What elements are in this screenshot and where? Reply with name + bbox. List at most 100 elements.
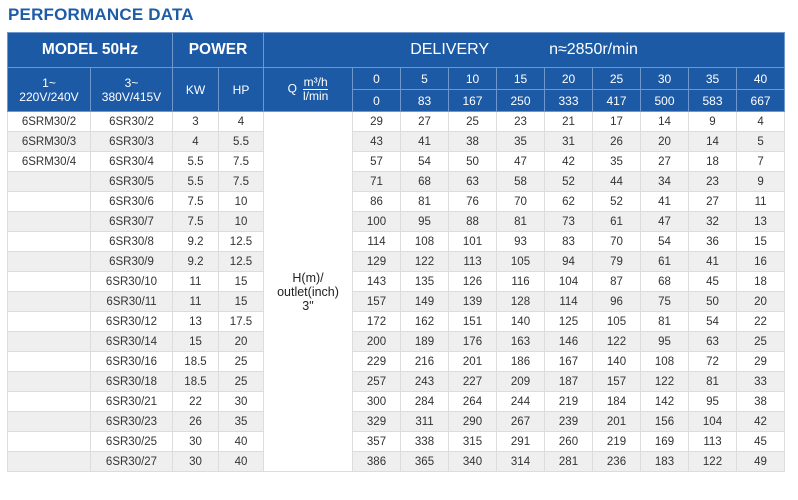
voltage-label: 380V/415V (101, 89, 162, 104)
single-phase-model: 6SRM30/4 (7, 151, 91, 172)
flow-m3h-header: 15 (496, 67, 545, 90)
flow-m3h-header: 20 (544, 67, 593, 90)
head-value: 41 (640, 191, 689, 212)
single-phase-model (7, 451, 91, 472)
single-phase-model (7, 171, 91, 192)
head-value: 113 (688, 431, 737, 452)
table-row: 6SRM30/3 6SR30/3 4 5.5 43 41 38 35 31 26 20 14 5 (7, 131, 786, 152)
head-value: 357 (352, 431, 401, 452)
head-value: 27 (400, 111, 449, 132)
head-value: 149 (400, 291, 449, 312)
head-value: 156 (640, 411, 689, 432)
head-value: 33 (735, 371, 786, 392)
head-value: 104 (544, 271, 593, 292)
flow-m3h-header: 35 (688, 67, 737, 90)
head-value: 9 (735, 171, 786, 192)
table-row: 6SR30/7 7.5 10 100 95 88 81 73 61 47 32 13 (7, 211, 786, 232)
head-outlet-line: H(m)/ (292, 270, 324, 285)
three-phase-model: 6SR30/16 (90, 351, 173, 372)
three-phase-model: 6SR30/6 (90, 191, 173, 212)
table-row: 6SR30/25 30 40 357 338 315 291 260 219 169 113 45 (7, 431, 786, 452)
head-value: 7 (735, 151, 786, 172)
head-value: 88 (448, 211, 497, 232)
head-value: 76 (448, 191, 497, 212)
power-kw: 30 (172, 431, 219, 452)
head-value: 227 (448, 371, 497, 392)
single-phase-header: 1~ 220V/240V (7, 67, 91, 112)
table-row: 6SR30/14 15 20 200 189 176 163 146 122 95 63 25 (7, 331, 786, 352)
single-phase-model (7, 291, 91, 312)
table-row: 6SR30/10 11 15 143 135 126 116 104 87 68 45 18 (7, 271, 786, 292)
head-value: 163 (496, 331, 545, 352)
head-value: 189 (400, 331, 449, 352)
head-value: 81 (640, 311, 689, 332)
head-value: 68 (400, 171, 449, 192)
head-value: 18 (735, 271, 786, 292)
three-phase-model: 6SR30/11 (90, 291, 173, 312)
head-value: 75 (640, 291, 689, 312)
head-value: 125 (544, 311, 593, 332)
head-value: 104 (688, 411, 737, 432)
head-value: 45 (735, 431, 786, 452)
head-value: 38 (448, 131, 497, 152)
three-phase-model: 6SR30/9 (90, 251, 173, 272)
head-value: 87 (592, 271, 641, 292)
power-hp: 35 (218, 411, 264, 432)
head-value: 291 (496, 431, 545, 452)
three-phase-model: 6SR30/2 (90, 111, 173, 132)
head-value: 129 (352, 251, 401, 272)
head-value: 36 (688, 231, 737, 252)
head-value: 95 (688, 391, 737, 412)
head-value: 62 (544, 191, 593, 212)
voltage-label: 220V/240V (19, 89, 79, 104)
power-hp: 15 (218, 271, 264, 292)
head-value: 201 (448, 351, 497, 372)
head-value: 100 (352, 211, 401, 232)
head-value: 18 (688, 151, 737, 172)
head-value: 61 (640, 251, 689, 272)
head-value: 63 (688, 331, 737, 352)
single-phase-model (7, 371, 91, 392)
head-value: 13 (735, 211, 786, 232)
power-kw: 3 (172, 111, 219, 132)
head-value: 243 (400, 371, 449, 392)
table-row: 6SR30/18 18.5 25 257 243 227 209 187 157 122 81 33 (7, 371, 786, 392)
table-row: 6SR30/9 9.2 12.5 129 122 113 105 94 79 61 41 16 (7, 251, 786, 272)
power-hp: 30 (218, 391, 264, 412)
head-value: 176 (448, 331, 497, 352)
single-phase-model (7, 211, 91, 232)
head-value: 35 (592, 151, 641, 172)
head-value: 20 (735, 291, 786, 312)
head-value: 70 (592, 231, 641, 252)
head-value: 172 (352, 311, 401, 332)
head-value: 186 (496, 351, 545, 372)
head-value: 47 (496, 151, 545, 172)
flow-lmin-header: 333 (544, 89, 593, 112)
single-phase-model (7, 351, 91, 372)
head-value: 183 (640, 451, 689, 472)
q-label: Q (287, 81, 297, 96)
flow-m3h-header: 30 (640, 67, 689, 90)
power-hp: 40 (218, 451, 264, 472)
head-value: 290 (448, 411, 497, 432)
power-kw: 7.5 (172, 211, 219, 232)
head-value: 23 (688, 171, 737, 192)
performance-table: MODEL 50Hz POWER DELIVERY n≈2850r/min 1~ 2… (7, 32, 786, 472)
flow-lmin-header: 167 (448, 89, 497, 112)
head-outlet-label: H(m)/outlet(inch) 3" (263, 111, 353, 472)
phase-label: 3~ (124, 75, 139, 90)
head-value: 44 (592, 171, 641, 192)
head-value: 151 (448, 311, 497, 332)
head-value: 42 (544, 151, 593, 172)
head-value: 122 (640, 371, 689, 392)
head-value: 146 (544, 331, 593, 352)
flow-lmin-header: 250 (496, 89, 545, 112)
head-value: 32 (688, 211, 737, 232)
head-value: 54 (640, 231, 689, 252)
head-value: 311 (400, 411, 449, 432)
three-phase-model: 6SR30/4 (90, 151, 173, 172)
head-value: 70 (496, 191, 545, 212)
head-value: 31 (544, 131, 593, 152)
hp-header: HP (218, 67, 264, 112)
